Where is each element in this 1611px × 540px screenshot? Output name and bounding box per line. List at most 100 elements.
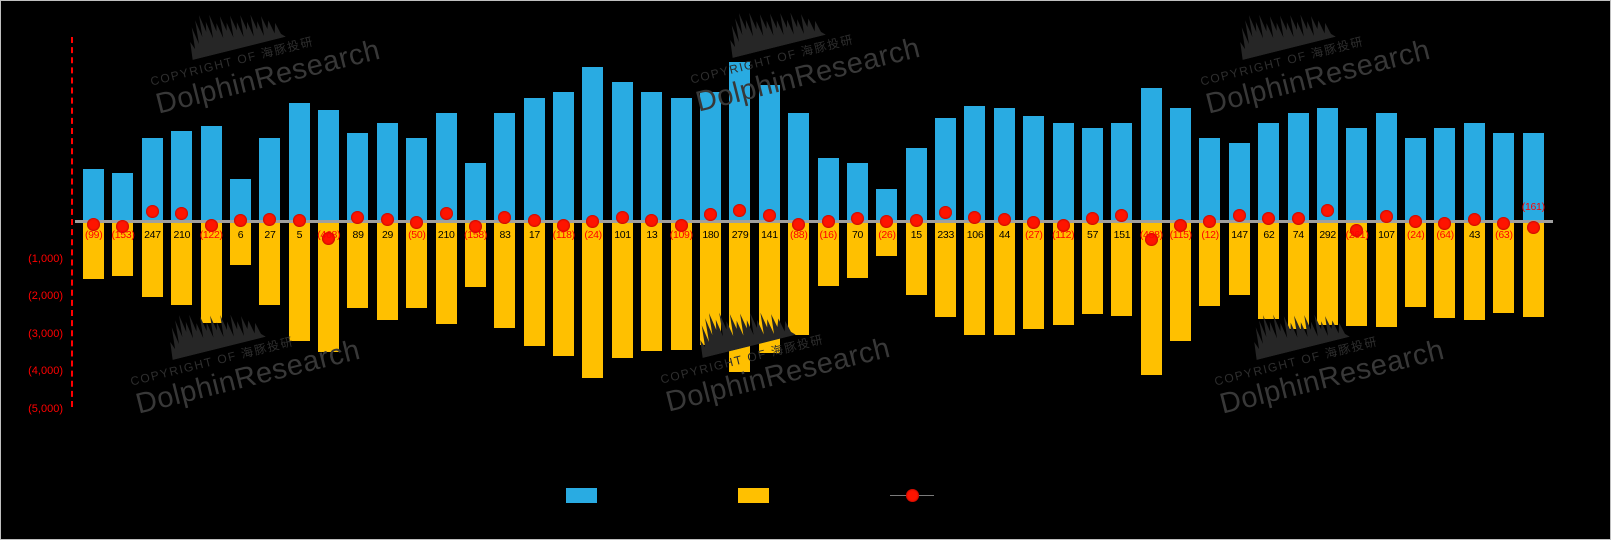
net-label: 43	[1469, 229, 1481, 241]
bar-blue	[1199, 138, 1221, 221]
net-marker	[351, 211, 365, 225]
y-axis-tick: (4,000)	[28, 365, 63, 377]
net-label: (16)	[819, 229, 837, 241]
bar-blue	[200, 125, 222, 221]
net-label: 141	[761, 229, 778, 241]
net-marker	[997, 212, 1011, 226]
bar-gold	[1405, 223, 1427, 307]
y-axis-line	[71, 37, 73, 407]
net-marker	[1174, 218, 1188, 232]
bar-gold	[141, 223, 163, 297]
bar-blue	[1434, 128, 1456, 221]
net-marker	[821, 215, 835, 229]
bar-blue	[1463, 122, 1485, 221]
dolphin-logo-icon	[1240, 14, 1336, 60]
bar-blue	[788, 112, 810, 221]
bar-blue	[171, 131, 193, 221]
net-label: (115)	[1169, 229, 1193, 241]
net-marker	[880, 215, 894, 229]
bar-gold	[376, 223, 398, 321]
bar-gold	[464, 223, 486, 287]
bar-gold	[582, 223, 604, 378]
net-label: (488)	[1139, 229, 1163, 241]
bar-gold	[1140, 223, 1162, 375]
bar-gold	[670, 223, 692, 351]
bar-blue	[1316, 107, 1338, 221]
bar-blue	[582, 67, 604, 221]
net-marker	[1438, 216, 1452, 230]
watermark-brand: DolphinResearch	[152, 33, 384, 121]
net-marker	[850, 211, 864, 225]
y-axis-tick: (1,000)	[28, 252, 63, 265]
net-label: 292	[1319, 229, 1336, 241]
legend-swatch-gold	[738, 488, 769, 503]
watermark-copyright: COPYRIGHT OF 海豚投研	[689, 32, 856, 87]
bar-gold	[1228, 223, 1250, 296]
net-label: 101	[614, 229, 631, 241]
zero-axis-line	[75, 220, 1553, 223]
bar-blue	[817, 158, 839, 221]
net-label: (112)	[1052, 229, 1075, 241]
bar-gold	[229, 223, 251, 266]
bar-blue	[758, 85, 780, 221]
bar-gold	[1346, 223, 1368, 326]
bar-gold	[846, 223, 868, 279]
net-marker	[322, 232, 336, 246]
net-marker	[1085, 212, 1099, 226]
net-label: 27	[264, 229, 276, 241]
bar-blue	[1052, 122, 1074, 221]
net-label: (468)	[317, 229, 341, 241]
bar-gold	[523, 223, 545, 346]
net-label: 57	[1087, 229, 1099, 241]
net-marker	[1497, 216, 1511, 230]
net-label: (109)	[669, 229, 693, 241]
bar-gold	[935, 223, 957, 318]
net-label: (158)	[464, 229, 488, 241]
net-marker	[645, 214, 659, 227]
bar-blue	[905, 148, 927, 221]
net-marker	[762, 209, 776, 223]
bar-gold	[641, 223, 663, 352]
bar-blue	[1081, 128, 1103, 221]
net-label: 74	[1292, 229, 1304, 241]
bar-blue	[288, 102, 310, 221]
bar-gold	[83, 223, 104, 280]
net-marker	[909, 213, 923, 227]
net-marker	[1320, 203, 1334, 217]
bar-gold	[435, 223, 457, 324]
bar-gold	[1287, 223, 1309, 329]
net-label: 70	[852, 229, 864, 241]
bar-blue	[1522, 132, 1544, 221]
net-marker	[1467, 212, 1481, 226]
net-marker	[380, 213, 394, 227]
bar-blue	[347, 132, 369, 221]
net-label: (26)	[878, 229, 896, 241]
bar-gold	[112, 223, 134, 277]
bar-gold	[1199, 223, 1221, 307]
net-marker	[1115, 208, 1129, 222]
net-label: 62	[1263, 229, 1275, 241]
bar-blue	[435, 112, 457, 221]
net-label: 279	[731, 229, 749, 241]
bar-blue	[1258, 122, 1280, 221]
net-marker	[410, 216, 424, 230]
bar-gold	[553, 223, 575, 357]
net-label: (64)	[1436, 229, 1454, 241]
bar-gold	[1522, 223, 1544, 318]
bar-blue	[112, 173, 134, 221]
bar-gold	[318, 223, 340, 352]
bar-gold	[758, 223, 780, 354]
net-marker	[116, 220, 130, 234]
net-marker	[1056, 218, 1070, 232]
net-label: (118)	[552, 229, 576, 241]
net-label: 83	[499, 229, 511, 241]
net-label: (88)	[790, 229, 808, 241]
watermark: COPYRIGHT OF 海豚投研 DolphinResearch	[137, 1, 384, 122]
net-marker	[733, 204, 747, 218]
bar-gold	[964, 223, 986, 335]
bar-blue	[523, 97, 545, 221]
bar-blue	[699, 92, 721, 221]
net-marker	[792, 217, 806, 231]
bar-gold	[1375, 223, 1397, 328]
net-label: 210	[173, 229, 191, 241]
